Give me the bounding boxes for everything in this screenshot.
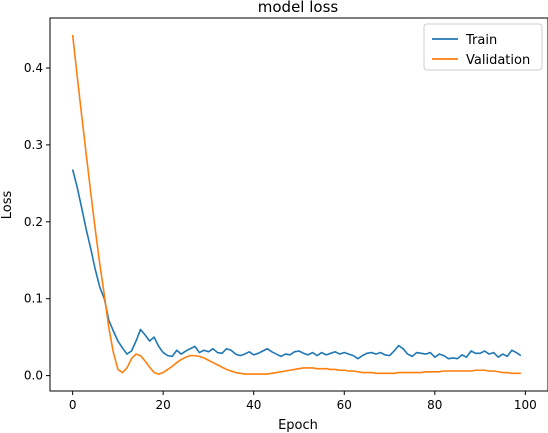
y-axis-label: Loss xyxy=(0,191,15,220)
axes-frame xyxy=(49,17,548,392)
x-axis-label: Epoch xyxy=(278,418,318,433)
series-line-train xyxy=(71,169,522,360)
y-tick-label: 0.4 xyxy=(24,61,43,75)
x-tick-label: 20 xyxy=(156,398,171,412)
series-line-validation xyxy=(71,34,521,375)
y-axis: 0.0 0.1 0.2 0.3 0.4 xyxy=(24,61,50,383)
x-tick-label: 0 xyxy=(69,398,77,412)
x-tick-label: 80 xyxy=(427,398,442,412)
x-tick-label: 100 xyxy=(514,398,537,412)
x-axis: 0 20 40 60 80 100 xyxy=(69,391,537,412)
plot-area xyxy=(71,34,522,375)
x-tick-label: 60 xyxy=(337,398,352,412)
y-tick-label: 0.2 xyxy=(24,215,43,229)
y-tick-label: 0.1 xyxy=(24,292,43,306)
legend-label-validation: Validation xyxy=(466,53,530,68)
legend-label-train: Train xyxy=(465,33,497,48)
y-tick-label: 0.3 xyxy=(24,138,43,152)
chart-title: model loss xyxy=(258,0,339,16)
legend: Train Validation xyxy=(423,23,543,71)
x-tick-label: 40 xyxy=(246,398,261,412)
y-tick-label: 0.0 xyxy=(24,369,43,383)
